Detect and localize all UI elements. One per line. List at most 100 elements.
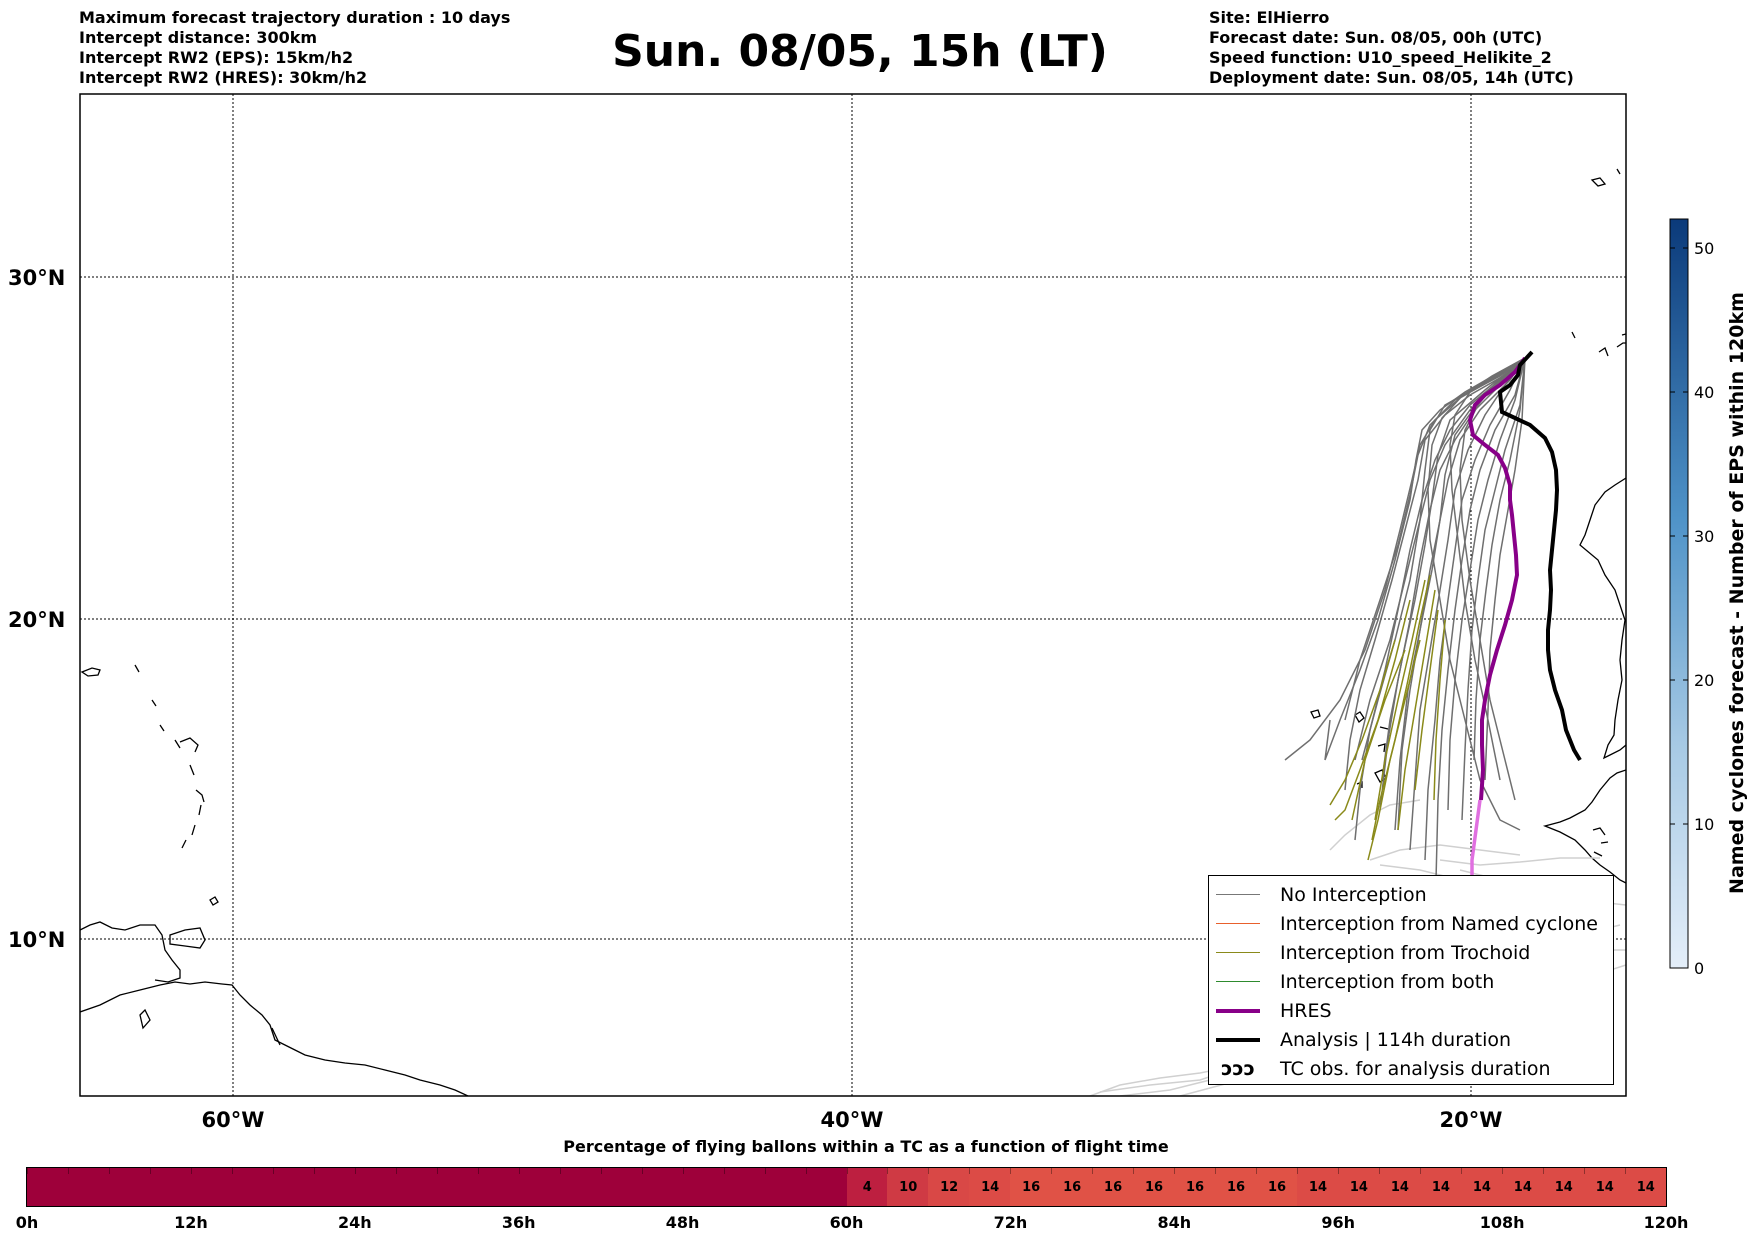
timebar-tick-label: 0h	[15, 1213, 39, 1232]
timebar-tick	[67, 1168, 69, 1174]
canary-islands	[1571, 168, 1626, 357]
timebar-tick	[313, 1168, 315, 1174]
hres-trajectory	[1467, 356, 1527, 801]
timebar-tick	[1256, 1168, 1258, 1174]
timebar-tick	[723, 1168, 725, 1174]
timebar-tick	[231, 1168, 233, 1174]
run-parameters: Maximum forecast trajectory duration : 1…	[79, 8, 510, 88]
map-legend: No Interception Interception from Named …	[1208, 875, 1614, 1085]
legend-line-no-interception	[1216, 893, 1260, 896]
page-title: Sun. 08/05, 15h (LT)	[612, 26, 1108, 77]
timebar-segment: 16	[1092, 1168, 1134, 1206]
africa-coast	[1579, 477, 1626, 760]
lon-label-20w: 20°W	[1440, 1108, 1503, 1130]
timebar-segment: 4	[846, 1168, 888, 1206]
timebar-segment: 14	[1461, 1168, 1503, 1206]
cabo-verde-santo-antao	[1310, 709, 1321, 719]
timebar-tick	[518, 1168, 520, 1174]
deployment-date-text: Deployment date: Sun. 08/05, 14h (UTC)	[1209, 68, 1574, 87]
lon-label-60w: 60°W	[202, 1108, 265, 1130]
timebar-tick	[805, 1168, 807, 1174]
senegal-coast	[1542, 769, 1626, 884]
timebar-tick-label: 24h	[337, 1213, 372, 1232]
tobago	[139, 896, 281, 1046]
cabo-verde-islands	[1354, 711, 1389, 788]
timebar-tick	[149, 1168, 151, 1174]
timebar-segment: 14	[1297, 1168, 1339, 1206]
timebar-tick-label: 60h	[829, 1213, 864, 1232]
timebar-tick-label: 84h	[1157, 1213, 1192, 1232]
eps-trajectories-trochoid	[1329, 574, 1446, 861]
analysis-trajectory	[1497, 350, 1582, 762]
legend-item-named-cyclone: Interception from Named cyclone	[1209, 909, 1613, 938]
timebar-tick-label: 120h	[1643, 1213, 1689, 1232]
speed-function-text: Speed function: U10_speed_Helikite_2	[1209, 48, 1552, 67]
timebar-tick	[272, 1168, 274, 1174]
eps-trajectories-no-interception	[1284, 357, 1526, 881]
legend-label: Interception from both	[1280, 970, 1495, 993]
lesser-antilles	[134, 664, 205, 849]
timebar-tick	[1625, 1168, 1627, 1174]
timebar-tick	[190, 1168, 192, 1174]
timebar-segment: 14	[1420, 1168, 1462, 1206]
timebar-tick	[641, 1168, 643, 1174]
timebar-segment: 14	[1625, 1168, 1666, 1206]
timebar-tick-label: 36h	[501, 1213, 536, 1232]
colorbar-tick-0: 0	[1694, 959, 1704, 978]
legend-label: TC obs. for analysis duration	[1280, 1057, 1551, 1080]
timebar-segment: 16	[1133, 1168, 1175, 1206]
timebar-zero-region	[27, 1168, 847, 1206]
timebar-tick	[887, 1168, 889, 1174]
colorbar-tick-10: 10	[1694, 815, 1714, 834]
legend-item-trochoid: Interception from Trochoid	[1209, 938, 1613, 967]
timebar-tick	[1502, 1168, 1504, 1174]
lon-label-40w: 40°W	[821, 1108, 884, 1130]
forecast-date-text: Forecast date: Sun. 08/05, 00h (UTC)	[1209, 28, 1543, 47]
timebar-segment: 14	[1584, 1168, 1626, 1206]
legend-label: Interception from Trochoid	[1280, 941, 1531, 964]
legend-item-analysis: Analysis | 114h duration	[1209, 1025, 1613, 1054]
timebar-tick	[764, 1168, 766, 1174]
timebar-segment: 16	[1215, 1168, 1257, 1206]
timebar-segment: 14	[1543, 1168, 1585, 1206]
colorbar-tick-50: 50	[1694, 239, 1714, 258]
timebar-tick-label: 96h	[1321, 1213, 1356, 1232]
legend-item-no-interception: No Interception	[1209, 880, 1613, 909]
legend-item-both: Interception from both	[1209, 967, 1613, 996]
legend-line-trochoid	[1216, 951, 1260, 954]
legend-line-hres	[1216, 1008, 1260, 1013]
tc-symbol-icon: ↄↄↄ	[1221, 1057, 1255, 1080]
timebar-tick	[1338, 1168, 1340, 1174]
colorbar: 0 10 20 30 40 50 Named cyclones forecast…	[1669, 218, 1748, 978]
timebar-tick	[477, 1168, 479, 1174]
legend-line-both	[1216, 980, 1260, 983]
timebar-segment: 16	[1174, 1168, 1216, 1206]
timebar-tick	[1215, 1168, 1217, 1174]
timebar-segment: 16	[1256, 1168, 1298, 1206]
timebar-tick-label: 48h	[665, 1213, 700, 1232]
timebar-tick	[354, 1168, 356, 1174]
timebar-tick	[1051, 1168, 1053, 1174]
timebar-segment: 16	[1010, 1168, 1052, 1206]
timebar-tick	[846, 1168, 848, 1174]
colorbar-tick-20: 20	[1694, 671, 1714, 690]
lat-label-20n: 20°N	[8, 608, 65, 632]
trajectory-map: 30°N 20°N 10°N 60°W 40°W 20°W 0 10 20 30…	[8, 93, 1748, 1130]
lat-label-10n: 10°N	[8, 928, 65, 952]
timebar-tick	[1666, 1168, 1667, 1174]
timebar-tick	[436, 1168, 438, 1174]
venezuela-coast	[80, 921, 181, 983]
legend-item-tc-obs: ↄↄↄ TC obs. for analysis duration	[1209, 1054, 1613, 1083]
site-text: Site: ElHierro	[1209, 8, 1330, 27]
timebar-tick	[1584, 1168, 1586, 1174]
puerto-rico-coast	[80, 667, 101, 677]
colorbar-tick-40: 40	[1694, 383, 1714, 402]
timebar-tick-label: 72h	[993, 1213, 1028, 1232]
timebar-segment: 14	[1502, 1168, 1544, 1206]
timebar-tick	[1461, 1168, 1463, 1174]
intercept-eps-text: Intercept RW2 (EPS): 15km/h2	[79, 48, 354, 67]
legend-line-named-cyclone	[1216, 922, 1260, 925]
timebar-segment: 10	[887, 1168, 929, 1206]
bissau-coast	[1592, 827, 1609, 857]
timebar-tick	[27, 1168, 28, 1174]
